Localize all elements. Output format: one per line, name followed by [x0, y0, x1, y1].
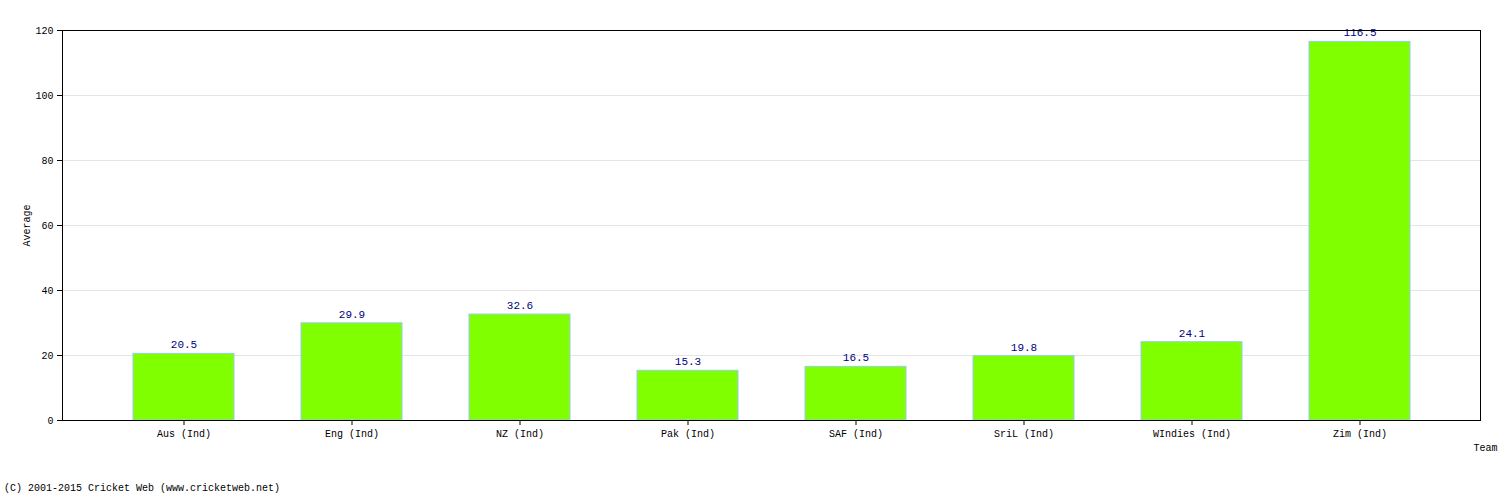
- svg-text:19.8: 19.8: [1011, 342, 1037, 354]
- svg-text:116.5: 116.5: [1343, 27, 1376, 39]
- svg-text:NZ (Ind): NZ (Ind): [496, 429, 544, 440]
- svg-text:SriL (Ind): SriL (Ind): [994, 429, 1054, 440]
- svg-text:Aus (Ind): Aus (Ind): [157, 429, 211, 440]
- svg-text:20.5: 20.5: [171, 339, 197, 351]
- svg-text:Average: Average: [22, 204, 33, 246]
- svg-text:32.6: 32.6: [507, 300, 533, 312]
- html-text:(C) 2001-2015 Cricket Web (www: (C) 2001-2015 Cricket Web (www.cricketwe…: [4, 483, 280, 494]
- svg-text:40: 40: [41, 286, 53, 297]
- svg-text:SAF (Ind): SAF (Ind): [829, 429, 883, 440]
- svg-text:80: 80: [41, 156, 53, 167]
- svg-text:16.5: 16.5: [843, 352, 869, 364]
- svg-text:WIndies (Ind): WIndies (Ind): [1153, 429, 1231, 440]
- svg-text:100: 100: [35, 91, 53, 102]
- svg-text:29.9: 29.9: [339, 309, 365, 321]
- svg-text:Zim (Ind): Zim (Ind): [1333, 429, 1387, 440]
- svg-text:0: 0: [47, 416, 53, 427]
- svg-text:20: 20: [41, 351, 53, 362]
- svg-text:60: 60: [41, 221, 53, 232]
- svg-text:Team: Team: [1473, 443, 1497, 454]
- svg-text:120: 120: [35, 26, 53, 37]
- svg-text:Eng (Ind): Eng (Ind): [325, 429, 379, 440]
- svg-text:24.1: 24.1: [1179, 328, 1206, 340]
- svg-text:Pak (Ind): Pak (Ind): [661, 429, 715, 440]
- svg-text:15.3: 15.3: [675, 356, 701, 368]
